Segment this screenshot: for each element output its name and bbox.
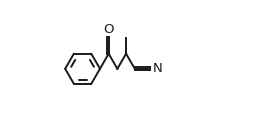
Text: O: O <box>103 23 114 36</box>
Text: N: N <box>152 62 162 75</box>
